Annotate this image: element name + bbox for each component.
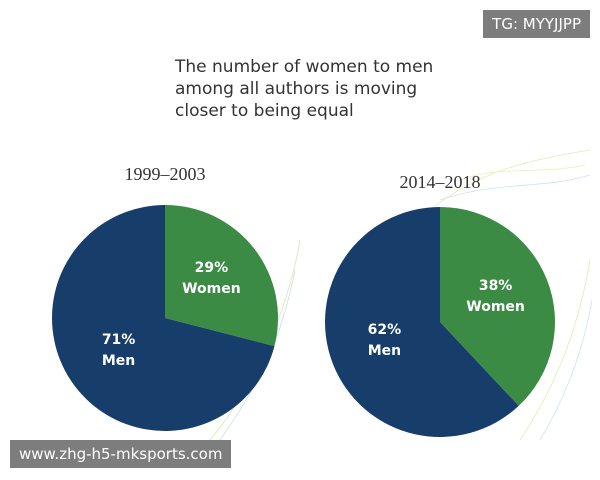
data-label: 29% xyxy=(195,260,229,276)
data-label: 62% xyxy=(368,322,402,338)
pie-title: 1999–2003 xyxy=(125,164,206,184)
pie-slice xyxy=(440,207,555,406)
slice-label: Women xyxy=(466,299,525,315)
pie-slice xyxy=(165,205,278,347)
chart-title: The number of women to men among all aut… xyxy=(175,57,434,121)
slice-label: Women xyxy=(182,281,241,297)
pie-slice xyxy=(324,207,519,437)
pie-title: 2014–2018 xyxy=(400,172,481,192)
data-label: 71% xyxy=(102,332,136,348)
data-label: 38% xyxy=(479,278,513,294)
watermark: www.zhg-h5-mksports.com xyxy=(10,440,232,468)
decoration xyxy=(209,149,593,441)
watermark: TG: MYYJJPP xyxy=(483,10,590,38)
slice-label: Men xyxy=(102,353,135,369)
pie-slice xyxy=(51,205,275,431)
slice-label: Men xyxy=(368,343,401,359)
